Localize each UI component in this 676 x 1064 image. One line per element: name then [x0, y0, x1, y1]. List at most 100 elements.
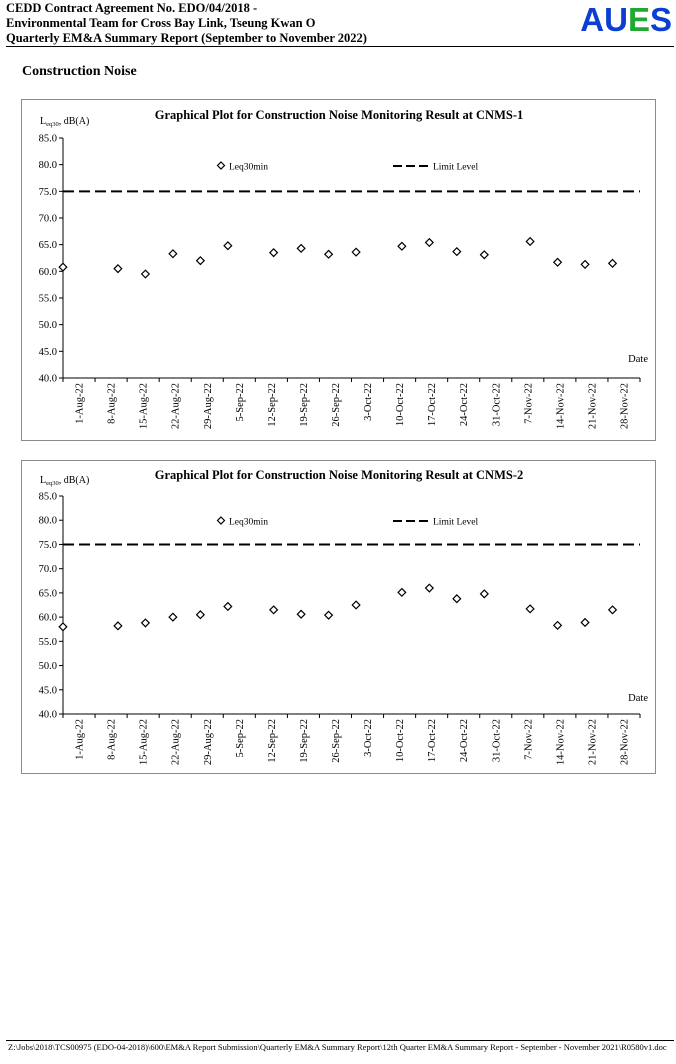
aues-logo: AUES	[580, 2, 672, 38]
x-tick-label: 15-Aug-22	[139, 719, 150, 765]
x-tick-label: 10-Oct-22	[395, 719, 406, 762]
y-axis-label: Leq30, dB(A)	[40, 116, 89, 128]
data-point	[552, 257, 563, 267]
contract-line: CEDD Contract Agreement No. EDO/04/2018 …	[6, 1, 258, 15]
y-tick-label: 40.0	[39, 710, 57, 721]
y-tick-label: 85.0	[39, 492, 57, 503]
data-point	[168, 249, 178, 259]
x-tick-label: 28-Nov-22	[619, 719, 630, 765]
x-tick-label: 5-Sep-22	[235, 383, 246, 422]
section-title: Construction Noise	[22, 64, 137, 79]
x-tick-label: 24-Oct-22	[459, 383, 470, 426]
y-tick-label: 50.0	[39, 661, 57, 672]
y-tick-label: 75.0	[39, 540, 57, 551]
data-point	[351, 247, 361, 257]
x-tick-label: 1-Aug-22	[75, 383, 86, 424]
y-tick-label: 80.0	[39, 160, 57, 171]
logo-letter-s: S	[649, 1, 672, 38]
x-tick-label: 21-Nov-22	[587, 719, 598, 765]
x-tick-label: 14-Nov-22	[555, 383, 566, 429]
chart-panel-cnms-1: Graphical Plot for Construction Noise Mo…	[21, 99, 656, 441]
x-tick-label: 19-Sep-22	[299, 383, 310, 427]
data-point	[479, 250, 489, 260]
x-tick-label: 22-Aug-22	[171, 719, 182, 765]
data-point	[296, 243, 306, 254]
y-tick-label: 60.0	[39, 613, 57, 624]
x-tick-label: 29-Aug-22	[203, 383, 214, 429]
data-point	[424, 237, 434, 248]
data-point	[452, 594, 462, 604]
y-axis-label-unit: , dB(A)	[59, 475, 90, 486]
data-point	[525, 604, 535, 614]
legend-marker	[216, 161, 226, 170]
x-tick-label: 26-Sep-22	[331, 383, 342, 427]
data-point	[580, 259, 590, 270]
data-point	[296, 609, 306, 619]
y-tick-label: 60.0	[39, 267, 57, 278]
x-tick-label: 3-Oct-22	[363, 383, 374, 421]
x-tick-label: 19-Sep-22	[299, 719, 310, 763]
data-point	[424, 583, 434, 593]
data-point	[607, 605, 618, 615]
y-axis-label-subscript: eq30	[46, 480, 59, 487]
data-point	[323, 249, 334, 259]
logo-letter-e: E	[627, 1, 650, 38]
x-axis-label: Date	[628, 354, 648, 365]
chart-title: Graphical Plot for Construction Noise Mo…	[155, 468, 524, 482]
y-axis-label-main: L	[40, 475, 46, 486]
data-point	[607, 258, 618, 268]
data-point	[525, 236, 535, 247]
data-point	[58, 622, 68, 632]
x-tick-label: 1-Aug-22	[75, 719, 86, 760]
y-tick-label: 45.0	[39, 347, 57, 358]
y-tick-label: 85.0	[39, 134, 57, 145]
y-axis-label-unit: , dB(A)	[59, 116, 90, 127]
x-tick-label: 8-Aug-22	[107, 719, 118, 760]
data-point	[269, 248, 279, 258]
data-point	[195, 610, 206, 620]
chart-cnms-2: Graphical Plot for Construction Noise Mo…	[39, 468, 649, 765]
data-point	[223, 601, 233, 612]
footer-divider	[6, 1040, 674, 1041]
x-tick-label: 21-Nov-22	[587, 383, 598, 429]
x-tick-label: 17-Oct-22	[427, 383, 438, 426]
data-point	[223, 241, 233, 251]
team-line: Environmental Team for Cross Bay Link, T…	[6, 16, 316, 30]
y-tick-label: 75.0	[39, 187, 57, 198]
data-point	[58, 262, 68, 272]
data-point	[269, 605, 279, 615]
y-axis-label-subscript: eq30	[46, 121, 59, 128]
x-tick-label: 12-Sep-22	[267, 719, 278, 763]
x-tick-label: 31-Oct-22	[491, 383, 502, 426]
x-tick-label: 10-Oct-22	[395, 383, 406, 426]
header-divider	[6, 46, 674, 47]
data-point	[140, 269, 151, 279]
chart-panel-cnms-2: Graphical Plot for Construction Noise Mo…	[21, 460, 656, 774]
file-path-footer: Z:\Jobs\2018\TCS00975 (EDO-04-2018)\600\…	[8, 1042, 667, 1052]
y-tick-label: 45.0	[39, 685, 57, 696]
legend-limit-label: Limit Level	[433, 163, 478, 173]
x-tick-label: 3-Oct-22	[363, 719, 374, 757]
data-point	[195, 256, 206, 266]
report-line: Quarterly EM&A Summary Report (September…	[6, 31, 367, 45]
x-axis-label: Date	[628, 693, 648, 704]
x-tick-label: 12-Sep-22	[267, 383, 278, 427]
y-tick-label: 65.0	[39, 240, 57, 251]
logo-letter-u: U	[604, 1, 628, 38]
x-tick-label: 14-Nov-22	[555, 719, 566, 765]
data-point	[452, 246, 462, 257]
data-point	[397, 587, 407, 598]
x-tick-label: 28-Nov-22	[619, 383, 630, 429]
data-point	[323, 610, 334, 620]
legend-series-label: Leq30min	[229, 163, 268, 173]
y-tick-label: 55.0	[39, 637, 57, 648]
x-tick-label: 7-Nov-22	[523, 383, 534, 424]
data-point	[580, 617, 590, 628]
x-tick-label: 8-Aug-22	[107, 383, 118, 424]
y-tick-label: 40.0	[39, 374, 57, 385]
y-tick-label: 55.0	[39, 294, 57, 305]
x-tick-label: 17-Oct-22	[427, 719, 438, 762]
x-tick-label: 7-Nov-22	[523, 719, 534, 760]
y-tick-label: 65.0	[39, 588, 57, 599]
data-point	[397, 241, 407, 251]
